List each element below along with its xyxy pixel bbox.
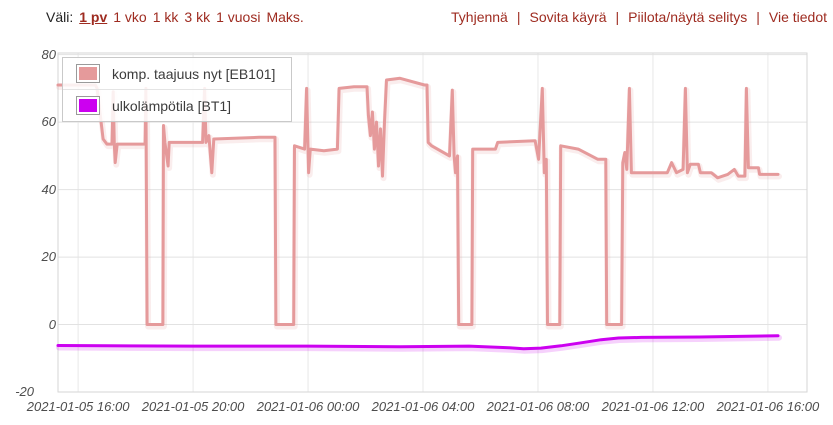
chart-legend: komp. taajuus nyt [EB101] ulkolämpötila [… [62,57,293,122]
range-links: 1 pv 1 vko 1 kk 3 kk 1 vuosi Maks. [79,9,310,25]
range-option-maks[interactable]: Maks. [266,9,304,25]
legend-label: komp. taajuus nyt [EB101] [112,65,276,82]
action-piilota-nayta-selitys[interactable]: Piilota/näytä selitys [628,9,748,25]
separator: | [615,9,620,25]
action-tyhjenna[interactable]: Tyhjennä [451,9,508,25]
range-label: Väli: [46,9,74,25]
separator: | [516,9,521,25]
range-option-3-kk[interactable]: 3 kk [184,9,211,25]
legend-label: ulkolämpötila [BT1] [112,97,232,114]
series-line-ulkolampotila-bt1 [56,334,780,351]
chart-plot[interactable] [0,38,833,425]
series-shadow-ulkolampotila-bt1 [56,334,782,354]
legend-item-komp-taajuus-nyt-eb101: komp. taajuus nyt [EB101] [63,58,291,89]
range-option-1-vuosi[interactable]: 1 vuosi [216,9,261,25]
toolbar-actions: Tyhjennä | Sovita käyrä | Piilota/näytä seli… [451,6,827,28]
separator: | [756,9,760,25]
legend-swatch-icon [76,64,100,83]
plot-border [57,52,808,393]
action-vie-tiedot[interactable]: Vie tiedot [768,9,827,25]
legend-item-ulkolampotila-bt1: ulkolämpötila [BT1] [63,89,292,121]
range-selector: Väli: 1 pv 1 vko 1 kk 3 kk 1 vuosi Maks. [46,6,310,28]
range-option-1-kk[interactable]: 1 kk [152,9,179,25]
toolbar: Väli: 1 pv 1 vko 1 kk 3 kk 1 vuosi Maks. Tyhje… [0,6,827,32]
legend-swatch-icon [76,96,100,115]
action-sovita-kayra[interactable]: Sovita käyrä [529,9,607,25]
range-option-1-pv[interactable]: 1 pv [79,9,108,25]
range-option-1-vko[interactable]: 1 vko [113,9,147,25]
series-line-komp-taajuus-nyt-eb101 [56,76,780,326]
chart-area: 80 60 40 20 0 -20 2021-01-05 16:00 2021-01-05 … [0,38,833,425]
